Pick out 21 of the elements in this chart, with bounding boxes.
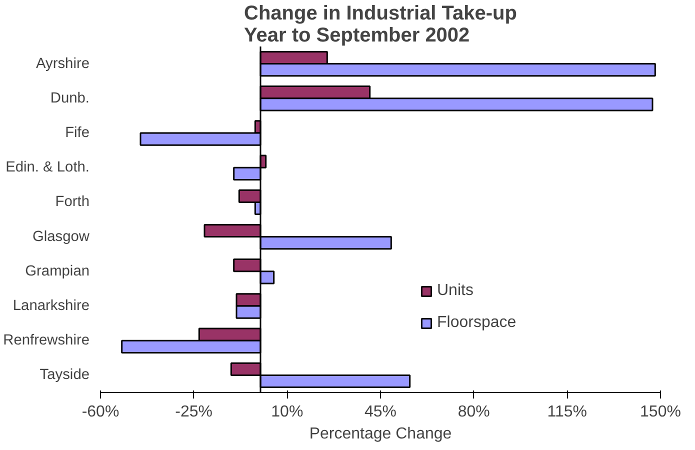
y-tick-label: Dunb. [50, 90, 90, 106]
chart-title: Change in Industrial Take-up Year to September 2002 [244, 2, 518, 46]
x-tick-label: -25% [175, 404, 213, 420]
y-tick-label: Tayside [40, 367, 90, 384]
y-tick-label: Edin. & Loth. [6, 160, 90, 176]
x-tick-label: 115% [547, 404, 588, 420]
legend-label: Units [437, 282, 474, 300]
x-tick-label: -60% [82, 404, 120, 420]
y-tick-label: Ayrshire [36, 56, 90, 72]
y-tick-label: Fife [65, 125, 90, 141]
y-tick-label: Forth [55, 194, 90, 210]
x-tick-label: 150% [640, 404, 681, 420]
y-tick-label: Grampian [25, 263, 90, 280]
x-tick-label: 10% [271, 404, 304, 420]
x-tick-label: 45% [364, 404, 397, 420]
x-tick-label: 80% [458, 404, 490, 420]
legend-label: Floorspace [437, 314, 516, 332]
y-tick-label: Lanarkshire [12, 298, 90, 314]
y-tick-label: Glasgow [32, 228, 90, 245]
y-tick-label: Renfrewshire [3, 332, 90, 349]
x-axis-title: Percentage Change [309, 426, 452, 442]
